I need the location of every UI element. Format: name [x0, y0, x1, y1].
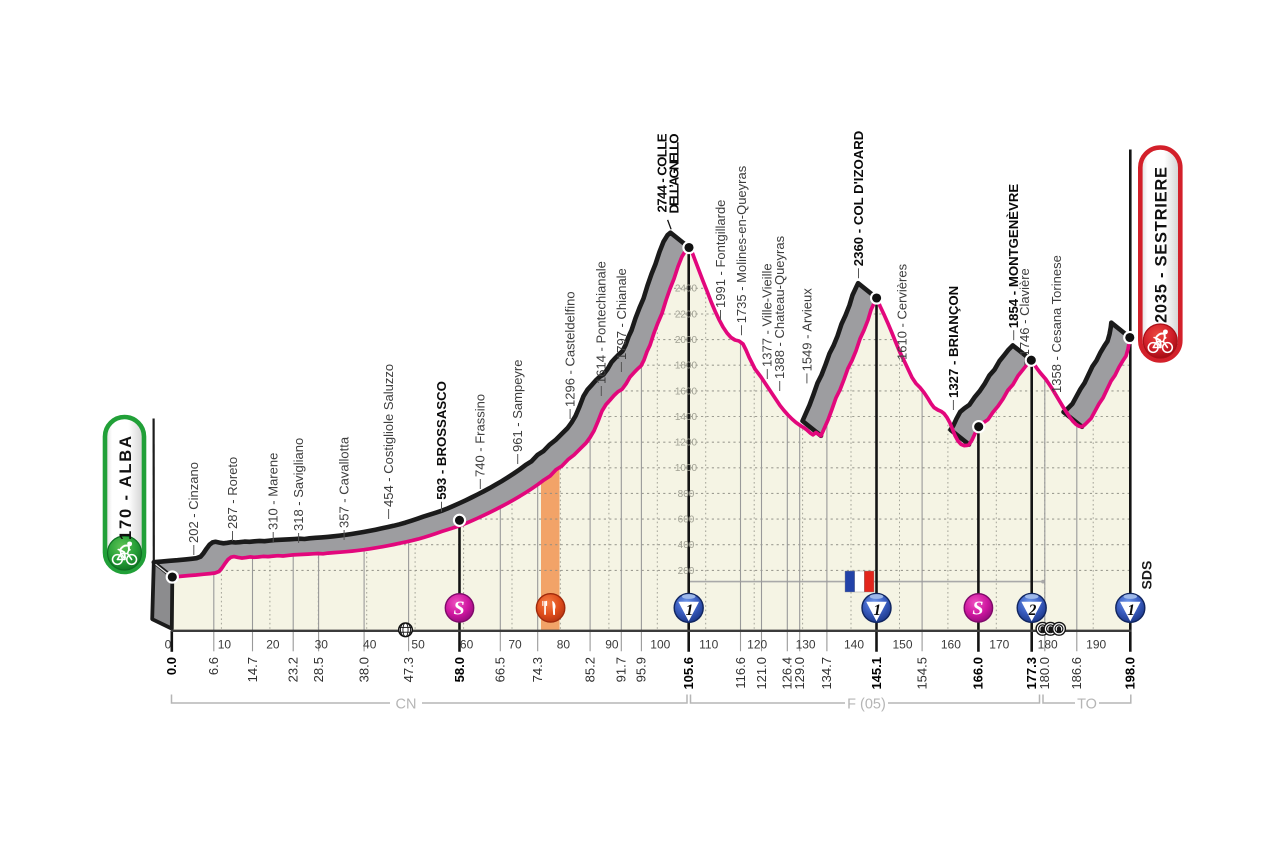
svg-text:140: 140 — [844, 638, 864, 652]
svg-text:593 - BROSSASCO: 593 - BROSSASCO — [434, 381, 449, 500]
svg-text:S: S — [453, 598, 464, 620]
svg-text:23.2: 23.2 — [286, 657, 301, 682]
svg-text:74.3: 74.3 — [530, 657, 545, 682]
svg-text:10: 10 — [218, 638, 232, 652]
svg-text:70: 70 — [508, 638, 522, 652]
svg-text:110: 110 — [699, 638, 718, 652]
svg-text:170 - ALBA: 170 - ALBA — [117, 436, 135, 540]
svg-text:S: S — [972, 598, 983, 620]
svg-text:85.2: 85.2 — [582, 657, 597, 682]
svg-text:318 - Savigliano: 318 - Savigliano — [291, 438, 306, 531]
svg-text:150: 150 — [892, 638, 912, 652]
svg-text:2744 - COLLE: 2744 - COLLE — [655, 133, 670, 212]
svg-text:1000: 1000 — [675, 463, 698, 474]
svg-text:1549 - Arvieux: 1549 - Arvieux — [799, 288, 814, 372]
svg-text:6.6: 6.6 — [206, 657, 221, 675]
svg-text:1614 - Pontechianale: 1614 - Pontechianale — [594, 261, 609, 384]
svg-text:66.5: 66.5 — [493, 657, 508, 682]
svg-text:80: 80 — [557, 638, 571, 652]
svg-text:1854 - MONTGENÈVRE: 1854 - MONTGENÈVRE — [1006, 184, 1021, 329]
svg-text:2400: 2400 — [675, 284, 698, 295]
svg-text:CN: CN — [396, 697, 417, 713]
svg-text:47.3: 47.3 — [401, 657, 416, 682]
svg-text:2200: 2200 — [675, 309, 698, 320]
svg-text:126.4: 126.4 — [780, 657, 795, 690]
svg-text:1358 - Cesana Torinese: 1358 - Cesana Torinese — [1049, 255, 1064, 393]
svg-text:740 - Frassino: 740 - Frassino — [473, 394, 488, 477]
svg-text:100: 100 — [650, 638, 670, 652]
svg-text:50: 50 — [411, 638, 425, 652]
svg-text:287 - Roreto: 287 - Roreto — [225, 457, 240, 529]
svg-text:121.0: 121.0 — [754, 657, 769, 690]
svg-text:1600: 1600 — [675, 386, 698, 397]
svg-text:129.0: 129.0 — [792, 657, 807, 690]
svg-text:400: 400 — [678, 540, 695, 551]
svg-text:20: 20 — [266, 638, 280, 652]
svg-text:154.5: 154.5 — [914, 657, 929, 690]
svg-text:1377 - Ville-Vieille: 1377 - Ville-Vieille — [760, 263, 775, 367]
svg-text:1296 - Casteldelfino: 1296 - Casteldelfino — [563, 291, 578, 407]
svg-text:160: 160 — [941, 638, 961, 652]
svg-text:1: 1 — [873, 602, 881, 619]
svg-text:1746 - Clavière: 1746 - Clavière — [1017, 268, 1032, 356]
svg-text:130: 130 — [796, 638, 816, 652]
svg-text:454 - Costigliole Saluzzo: 454 - Costigliole Saluzzo — [381, 364, 396, 507]
svg-text:90: 90 — [605, 638, 619, 652]
svg-text:180: 180 — [1038, 638, 1058, 652]
svg-text:1: 1 — [1127, 602, 1135, 619]
svg-text:186.6: 186.6 — [1069, 657, 1084, 690]
svg-text:1991 - Fontgillarde: 1991 - Fontgillarde — [713, 200, 728, 308]
svg-text:1388 - Chateau-Queyras: 1388 - Chateau-Queyras — [772, 235, 787, 379]
svg-text:40: 40 — [363, 638, 377, 652]
svg-text:800: 800 — [678, 489, 695, 500]
svg-text:198.0: 198.0 — [1123, 657, 1138, 690]
svg-text:2035 - SESTRIERE: 2035 - SESTRIERE — [1153, 167, 1171, 323]
svg-text:120: 120 — [747, 638, 767, 652]
svg-text:310 - Marene: 310 - Marene — [266, 453, 281, 530]
svg-text:1200: 1200 — [675, 438, 698, 449]
svg-text:116.6: 116.6 — [733, 657, 748, 689]
svg-text:961 - Sampeyre: 961 - Sampeyre — [510, 360, 525, 453]
svg-text:166.0: 166.0 — [971, 657, 986, 690]
svg-text:180.0: 180.0 — [1037, 657, 1052, 690]
svg-text:177.3: 177.3 — [1024, 657, 1039, 690]
svg-text:1327 - BRIANÇON: 1327 - BRIANÇON — [946, 286, 961, 398]
svg-text:TO: TO — [1077, 697, 1097, 713]
svg-text:190: 190 — [1086, 638, 1106, 652]
svg-text:145.1: 145.1 — [869, 657, 884, 690]
svg-text:2360 - COL D'IZOARD: 2360 - COL D'IZOARD — [851, 131, 866, 267]
svg-text:28.5: 28.5 — [311, 657, 326, 682]
svg-text:0.0: 0.0 — [164, 657, 179, 675]
svg-text:1800: 1800 — [675, 361, 698, 372]
svg-text:1610 - Cervières: 1610 - Cervières — [895, 263, 910, 360]
svg-text:1400: 1400 — [675, 412, 698, 423]
svg-text:170: 170 — [989, 638, 1009, 652]
svg-text:2000: 2000 — [675, 335, 698, 346]
svg-text:600: 600 — [678, 515, 695, 526]
svg-text:1: 1 — [686, 602, 694, 619]
svg-text:357 - Cavallotta: 357 - Cavallotta — [337, 436, 352, 528]
svg-text:60: 60 — [460, 638, 474, 652]
svg-text:202 - Cinzano: 202 - Cinzano — [186, 462, 201, 543]
svg-text:2: 2 — [1028, 602, 1037, 619]
svg-text:105.6: 105.6 — [681, 657, 696, 690]
svg-text:F (05): F (05) — [847, 697, 886, 713]
svg-text:1797 - Chianale: 1797 - Chianale — [614, 268, 629, 360]
svg-text:SDS: SDS — [1139, 561, 1155, 590]
svg-text:58.0: 58.0 — [452, 657, 467, 682]
svg-text:134.7: 134.7 — [819, 657, 834, 690]
svg-text:0: 0 — [165, 638, 172, 652]
svg-text:91.7: 91.7 — [614, 657, 629, 682]
svg-text:1735 - Molines-en-Queyras: 1735 - Molines-en-Queyras — [734, 165, 749, 323]
svg-text:14.7: 14.7 — [245, 657, 260, 682]
svg-text:38.0: 38.0 — [356, 657, 371, 682]
svg-text:200: 200 — [678, 566, 695, 577]
svg-text:30: 30 — [315, 638, 329, 652]
svg-text:95.9: 95.9 — [634, 657, 649, 682]
svg-text:DELL’AGNELLO: DELL’AGNELLO — [667, 134, 682, 214]
